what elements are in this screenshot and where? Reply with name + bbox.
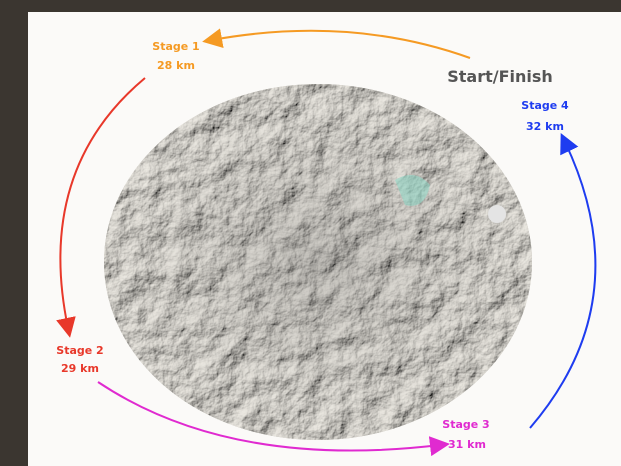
stage-name: Stage 4 xyxy=(521,99,569,112)
stage-2-arc xyxy=(56,77,146,338)
stage-distance: 29 km xyxy=(61,362,99,375)
start-point xyxy=(488,205,506,223)
stage-name: Stage 3 xyxy=(442,418,489,431)
relief-shade xyxy=(104,84,532,440)
stage-4-arc xyxy=(529,132,597,429)
stage-3-arc xyxy=(97,381,450,457)
lake xyxy=(395,175,430,206)
stage-1-arc xyxy=(202,28,471,59)
start-finish-label: Start/Finish xyxy=(447,67,553,86)
stage-name: Stage 1 xyxy=(152,40,199,53)
stage-distance: 32 km xyxy=(526,120,564,133)
stage-distance: 31 km xyxy=(448,438,486,451)
stage-name: Stage 2 xyxy=(56,344,103,357)
stage-distance: 28 km xyxy=(157,59,195,72)
